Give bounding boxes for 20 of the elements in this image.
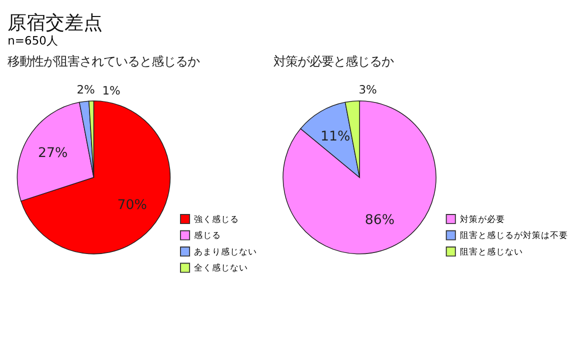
data-label: 1%	[102, 83, 120, 98]
chart-title: 対策が必要と感じるか	[273, 54, 394, 69]
text: 原宿交差点	[8, 11, 103, 34]
legend-label: 対策が必要	[460, 214, 505, 225]
legend-label: あまり感じない	[194, 246, 258, 258]
data-label: 86%	[364, 213, 395, 228]
legend-label: 感じる	[194, 230, 222, 242]
text: n=650人	[8, 34, 58, 48]
data-label: 2%	[76, 82, 96, 96]
legend-label: 阻害と感じない	[460, 246, 523, 258]
chart-title: 移動性が阻害されていると感じるか	[8, 54, 200, 69]
legend-label: 阻害と感じるが対策は不要	[460, 230, 568, 242]
data-label: 11%	[320, 129, 350, 144]
pie-slice	[20, 100, 171, 254]
data-label: 70%	[117, 198, 147, 214]
pie-slice	[282, 100, 436, 254]
legend-label: 強く感じる	[194, 214, 240, 225]
data-label: 3%	[358, 82, 378, 97]
legend-label: 全く感じない	[194, 262, 248, 274]
data-label: 27%	[38, 146, 68, 162]
